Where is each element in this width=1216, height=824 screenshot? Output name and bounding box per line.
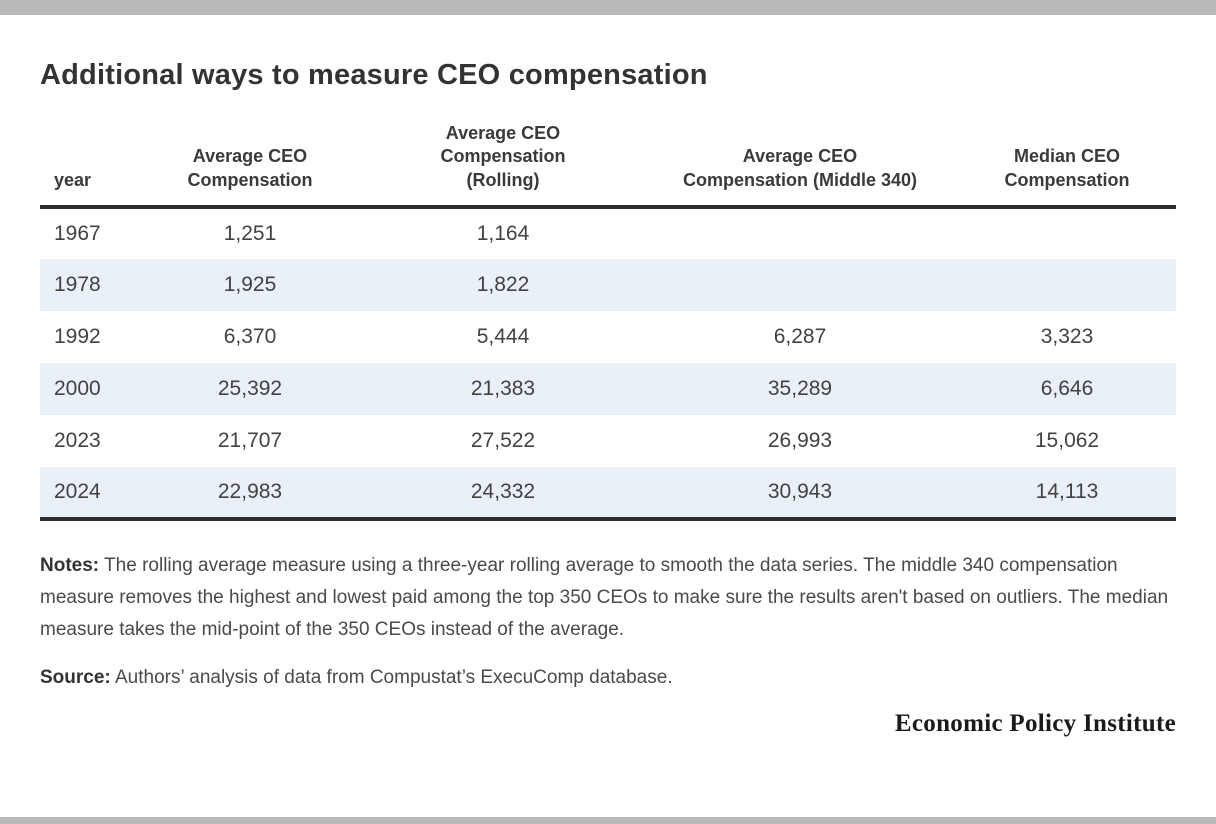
table-row: 2024 22,983 24,332 30,943 14,113 bbox=[40, 467, 1176, 520]
value-cell: 6,646 bbox=[1040, 377, 1094, 401]
table-row: 2023 21,707 27,522 26,993 15,062 bbox=[40, 415, 1176, 467]
value-cell: 1,164 bbox=[476, 222, 530, 246]
value-cell: 26,993 bbox=[767, 429, 833, 453]
notes-label: Notes: bbox=[40, 555, 100, 577]
top-gray-bar bbox=[0, 0, 1216, 15]
column-header-middle340: Average CEO Compensation (Middle 340) bbox=[642, 122, 958, 210]
table-row: 1992 6,370 5,444 6,287 3,323 bbox=[40, 311, 1176, 363]
value-cell: 1,251 bbox=[223, 222, 277, 246]
year-cell: 2024 bbox=[54, 480, 101, 504]
column-header-median: Median CEO Compensation bbox=[958, 122, 1176, 210]
value-cell bbox=[958, 259, 1176, 311]
value-cell: 1,822 bbox=[476, 273, 530, 297]
figure-container: Additional ways to measure CEO compensat… bbox=[0, 59, 1216, 738]
value-cell: 21,707 bbox=[217, 429, 283, 453]
table-row: 2000 25,392 21,383 35,289 6,646 bbox=[40, 363, 1176, 416]
year-cell: 2023 bbox=[54, 429, 101, 453]
column-header-rolling: Average CEO Compensation (Rolling) bbox=[364, 122, 642, 210]
source-text: Authors’ analysis of data from Compustat… bbox=[110, 667, 673, 689]
year-cell: 1992 bbox=[54, 325, 101, 349]
header-row: year Average CEO Compensation Average CE… bbox=[40, 122, 1176, 210]
value-cell: 24,332 bbox=[470, 480, 536, 504]
compensation-table: year Average CEO Compensation Average CE… bbox=[40, 122, 1176, 522]
table-row: 1978 1,925 1,822 bbox=[40, 259, 1176, 312]
column-header-year: year bbox=[40, 122, 136, 210]
value-cell: 30,943 bbox=[767, 480, 833, 504]
value-cell: 25,392 bbox=[217, 377, 283, 401]
value-cell bbox=[642, 207, 958, 259]
value-cell: 35,289 bbox=[767, 377, 833, 401]
table-header: year Average CEO Compensation Average CE… bbox=[40, 122, 1176, 210]
epi-logo: Economic Policy Institute bbox=[894, 710, 1176, 738]
source-label: Source: bbox=[40, 667, 111, 689]
notes-text: The rolling average measure using a thre… bbox=[40, 555, 1169, 641]
value-cell: 22,983 bbox=[217, 480, 283, 504]
column-header-average: Average CEO Compensation bbox=[136, 122, 364, 210]
value-cell: 14,113 bbox=[1035, 480, 1099, 504]
year-cell: 2000 bbox=[54, 377, 101, 401]
value-cell bbox=[642, 259, 958, 311]
value-cell: 6,370 bbox=[223, 325, 277, 349]
table-row: 1967 1,251 1,164 bbox=[40, 207, 1176, 259]
year-cell: 1967 bbox=[54, 222, 101, 246]
notes-paragraph: Notes: The rolling average measure using… bbox=[40, 550, 1180, 646]
value-cell: 3,323 bbox=[1040, 325, 1094, 349]
value-cell: 15,062 bbox=[1034, 429, 1100, 453]
value-cell: 1,925 bbox=[223, 273, 277, 297]
value-cell: 27,522 bbox=[470, 429, 536, 453]
table-body: 1967 1,251 1,164 1978 1,925 1,822 1992 6… bbox=[40, 207, 1176, 520]
value-cell bbox=[958, 207, 1176, 259]
value-cell: 5,444 bbox=[476, 325, 530, 349]
year-cell: 1978 bbox=[54, 273, 101, 297]
value-cell: 21,383 bbox=[470, 377, 536, 401]
bottom-gray-bar bbox=[0, 817, 1216, 824]
value-cell: 6,287 bbox=[773, 325, 827, 349]
source-paragraph: Source: Authors’ analysis of data from C… bbox=[40, 662, 1176, 694]
page-title: Additional ways to measure CEO compensat… bbox=[40, 59, 708, 91]
